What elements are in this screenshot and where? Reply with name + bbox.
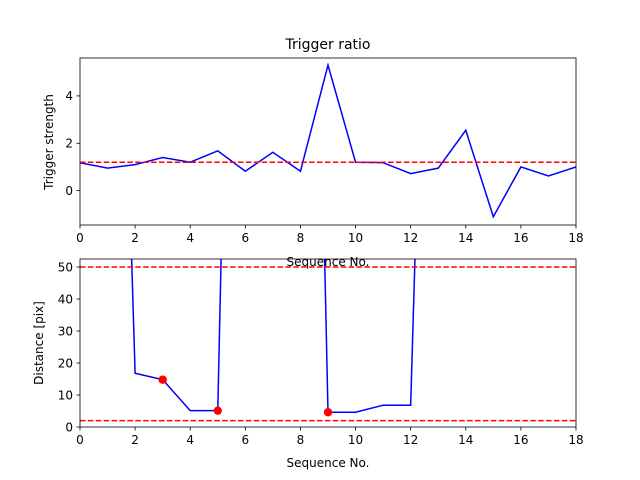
bottom-x-tick-label: 4 [186,433,194,447]
bottom-x-tick-label: 12 [403,433,418,447]
bottom-x-tick-label: 8 [297,433,305,447]
bottom-y-tick-label: 0 [65,420,73,434]
top-chart-ylabel: Trigger strength [42,94,56,191]
top-chart-title: Trigger ratio [284,37,370,53]
top-x-tick-label: 6 [242,231,250,245]
top-chart-xlabel: Sequence No. [287,255,370,269]
top-x-tick-label: 16 [513,231,528,245]
bottom-chart-xlabel: Sequence No. [287,456,370,470]
bottom-x-tick-label: 14 [458,433,473,447]
top-x-tick-label: 18 [568,231,583,245]
top-x-tick-label: 8 [297,231,305,245]
top-chart-panel: Trigger ratio Trigger strength Sequence … [42,37,584,269]
bottom-x-tick-label: 2 [131,433,139,447]
top-chart-frame [79,57,577,226]
bottom-x-tick-label: 6 [242,433,250,447]
top-x-tick-label: 12 [403,231,418,245]
top-y-tick-label: 2 [65,137,73,151]
bottom-marker-point [213,406,222,415]
top-x-tick-label: 10 [348,231,363,245]
bottom-y-tick-label: 30 [58,324,73,338]
top-x-tick-label: 0 [76,231,84,245]
bottom-chart-panel: Distance [pix] Sequence No. 0 2 4 6 8 10 12 14 1… [32,258,584,470]
top-x-tick-label: 4 [186,231,194,245]
bottom-x-tick-label: 18 [568,433,583,447]
bottom-marker-point [158,375,167,384]
top-x-tick-label: 14 [458,231,473,245]
bottom-x-tick-label: 16 [513,433,528,447]
bottom-y-tick-label: 40 [58,292,73,306]
bottom-x-tick-label: 0 [76,433,84,447]
bottom-y-tick-label: 50 [58,260,73,274]
bottom-y-tick-label: 10 [58,388,73,402]
top-x-tick-label: 2 [131,231,139,245]
bottom-chart-frame [79,258,577,428]
bottom-y-tick-label: 20 [58,356,73,370]
bottom-chart-ylabel: Distance [pix] [32,301,46,385]
top-series-line [80,62,576,219]
top-y-tick-label: 0 [65,184,73,198]
top-y-tick-label: 4 [65,89,73,103]
bottom-x-tick-label: 10 [348,433,363,447]
bottom-marker-point [323,408,333,417]
